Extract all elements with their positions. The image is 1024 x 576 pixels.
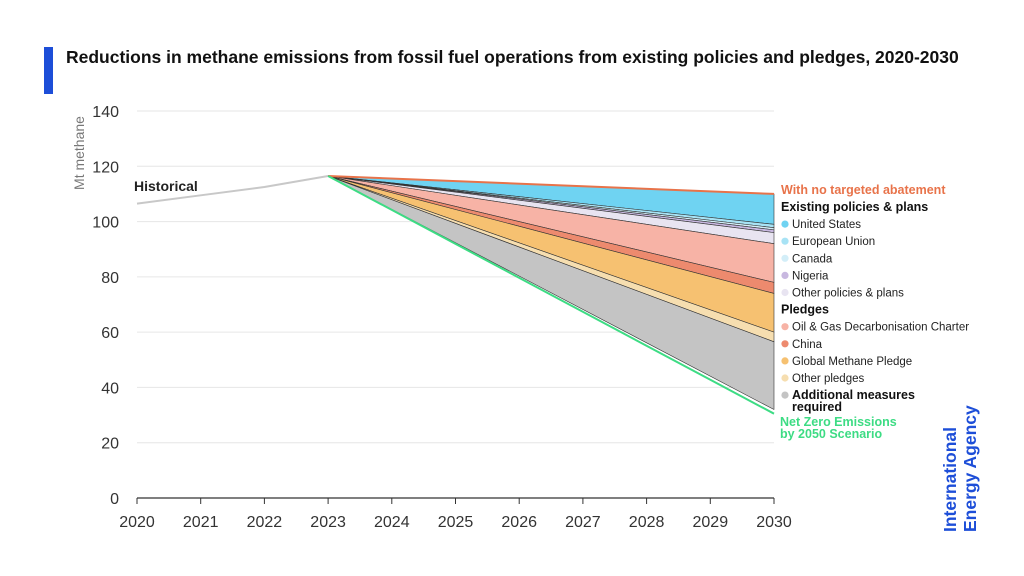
legend-label: Other pledges [792,373,864,385]
historical-label: Historical [134,178,198,194]
nze-line [327,175,775,415]
legend-label: Global Methane Pledge [792,356,912,368]
title-accent-bar [44,47,53,94]
y-tick-label: 0 [110,491,119,508]
x-tick-label: 2020 [119,514,155,531]
chart-title: Reductions in methane emissions from fos… [66,47,959,67]
legend-label: Nigeria [792,270,829,282]
legend-label: required [792,400,842,414]
legend-group-heading: Pledges [781,303,829,317]
legend-no-abatement: With no targeted abatement [781,183,946,197]
series-lines: Historical [134,174,775,415]
legend-swatch [781,323,789,331]
legend-label: China [792,339,823,351]
legend-swatch [781,220,789,228]
y-tick-label: 140 [92,104,119,121]
x-tick-label: 2021 [183,514,219,531]
x-tick-label: 2026 [501,514,537,531]
x-tick-label: 2029 [693,514,729,531]
x-tick-label: 2025 [438,514,474,531]
legend-swatch [781,288,789,297]
legend-group-heading: Existing policies & plans [781,200,928,214]
y-tick-label: 20 [101,436,119,453]
legend-swatch [781,391,789,399]
y-tick-label: 100 [92,215,119,232]
legend: With no targeted abatement Existing polic… [780,183,969,441]
legend-swatch [781,254,789,262]
y-tick-label: 60 [101,325,119,342]
legend-label: Oil & Gas Decarbonisation Charter [792,322,969,334]
x-tick-label: 2030 [756,514,792,531]
iea-logo: International Energy Agency [940,405,980,532]
grid-lines [137,110,774,444]
x-tick-label: 2022 [247,514,283,531]
y-tick-label: 80 [101,270,119,287]
x-tick-label: 2024 [374,514,410,531]
axes: 0 20 40 60 80 100 120 140 2020 2021 2022 2023 2024 20… [92,104,792,531]
no-abatement-line [328,174,775,195]
legend-swatch [781,340,789,348]
legend-swatch [781,374,789,382]
legend-label: Other policies & plans [792,288,904,300]
legend-swatch [781,357,789,365]
legend-swatch [781,237,789,245]
legend-label: European Union [792,236,875,248]
area-additional-measures-required [327,175,775,410]
x-tick-label: 2023 [310,514,346,531]
legend-label: Additional measures [792,388,915,402]
x-tick-label: 2027 [565,514,601,531]
legend-label: Canada [792,253,833,265]
y-tick-label: 120 [92,159,119,176]
legend-nze-line1: Net Zero Emissions [780,415,897,429]
y-axis-label: Mt methane [71,116,87,190]
y-tick-label: 40 [101,380,119,397]
x-tick-label: 2028 [629,514,665,531]
legend-swatch [781,271,789,279]
historical-line [136,174,329,205]
legend-nze-line2: by 2050 Scenario [780,427,883,441]
legend-label: United States [792,219,861,231]
